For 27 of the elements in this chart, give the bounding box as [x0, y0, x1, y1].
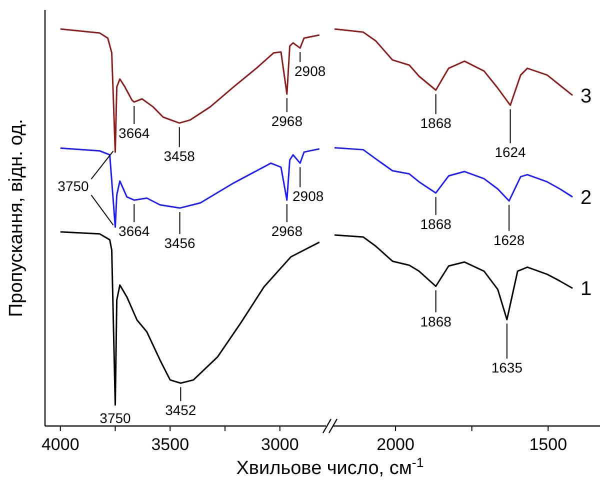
annotation: 1624 — [494, 144, 526, 160]
annotation: 2968 — [271, 113, 303, 130]
x-tick-label: 2000 — [376, 435, 414, 454]
annotation: 1868 — [420, 313, 452, 330]
annotation: 3664 — [118, 223, 150, 240]
y-axis-title: Пропускання, відн. од. — [6, 119, 27, 317]
x-tick-label: 1500 — [529, 435, 568, 454]
annotation: 1868 — [420, 216, 452, 232]
x-tick-label: 3000 — [260, 435, 299, 454]
series-label: 3 — [580, 85, 592, 108]
annotation: 2968 — [271, 223, 303, 240]
annotation: 2908 — [294, 63, 326, 80]
annotation: 1635 — [491, 360, 523, 376]
x-tick-label: 3500 — [151, 435, 190, 454]
annotation: 3458 — [164, 148, 196, 164]
annotation: 3452 — [165, 402, 196, 418]
x-tick-label: 4000 — [41, 435, 80, 454]
series-label: 2 — [580, 186, 592, 209]
annotation: 1628 — [493, 232, 525, 248]
annotation: 1868 — [420, 115, 452, 132]
series-label: 1 — [580, 278, 592, 300]
annotation: 3750 — [58, 178, 90, 194]
annotation: 3456 — [164, 235, 196, 252]
annotation: 3750 — [100, 410, 132, 426]
x-axis-title: Хвильове число, см$^{-1}$ — [236, 454, 424, 479]
annotation: 2908 — [292, 188, 324, 204]
annotation: 3664 — [118, 125, 150, 142]
